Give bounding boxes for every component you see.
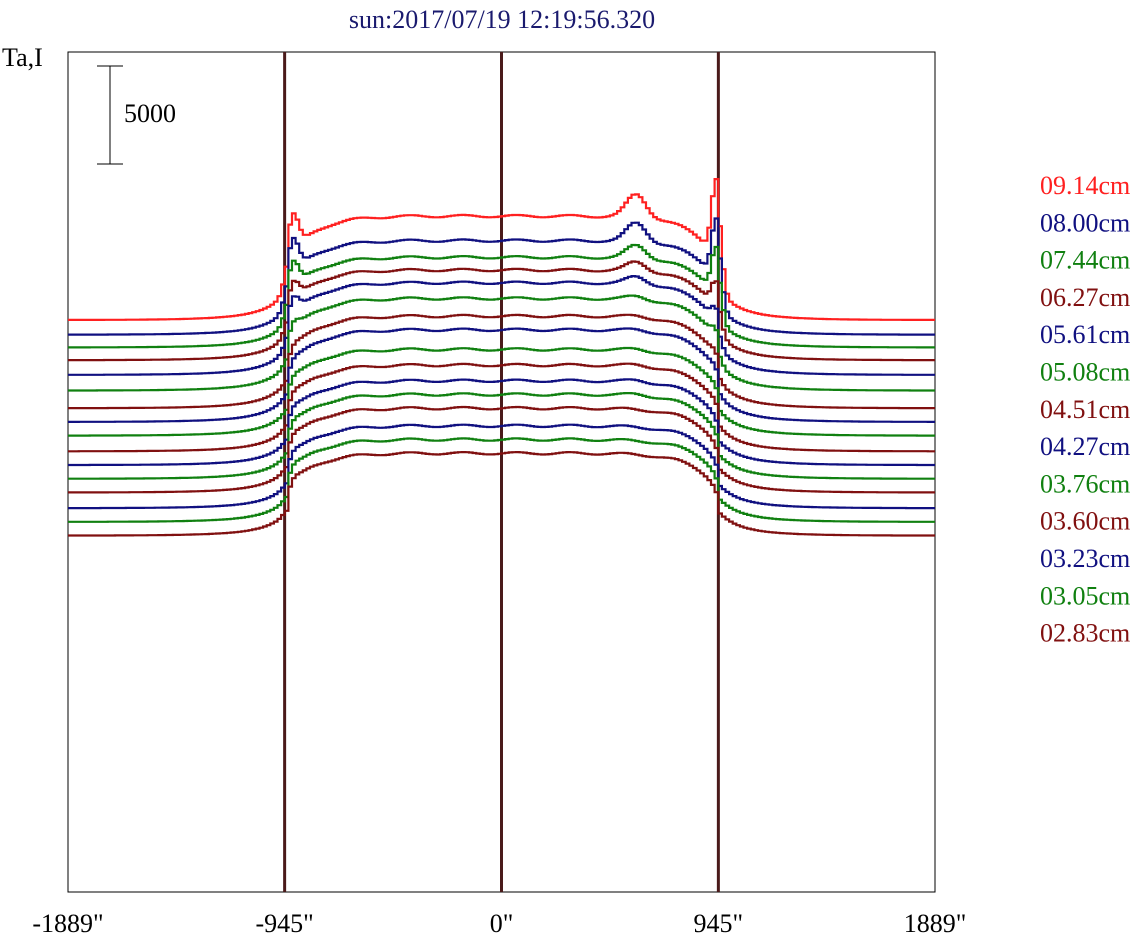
legend-entry: 05.61cm	[1040, 320, 1130, 349]
x-tick-label: 945"	[694, 909, 744, 938]
legend-entry: 03.76cm	[1040, 469, 1130, 498]
series-line	[68, 392, 935, 480]
series-line	[68, 346, 935, 437]
chart-title: sun:2017/07/19 12:19:56.320	[349, 5, 655, 34]
legend-entry: 05.08cm	[1040, 358, 1130, 387]
x-tick-label: -1889"	[32, 909, 103, 938]
legend-entry: 03.05cm	[1040, 581, 1130, 610]
series-line	[68, 327, 935, 423]
series-line	[68, 437, 935, 523]
x-tick-label: 1889"	[904, 909, 967, 938]
legend-entry: 07.44cm	[1040, 246, 1130, 275]
series-line	[68, 451, 935, 537]
legend-entry: 09.14cm	[1040, 171, 1130, 200]
series-line	[68, 294, 935, 392]
series-line	[68, 378, 935, 467]
x-tick-label: 0"	[490, 909, 514, 938]
legend-entry: 02.83cm	[1040, 619, 1130, 648]
series-line	[68, 217, 935, 336]
legend-entry: 08.00cm	[1040, 208, 1130, 237]
legend-entry: 06.27cm	[1040, 283, 1130, 312]
series-line	[68, 405, 935, 494]
legend-entry: 04.51cm	[1040, 395, 1130, 424]
y-axis-label: Ta,I	[2, 43, 43, 72]
scale-bar: 5000	[97, 65, 176, 165]
series-line	[68, 275, 935, 376]
x-tick-label: -945"	[255, 909, 313, 938]
series-line	[68, 178, 935, 321]
series-line	[68, 313, 935, 410]
series-line	[68, 362, 935, 453]
series-line	[68, 423, 935, 510]
legend-entry: 03.23cm	[1040, 544, 1130, 573]
series-line	[68, 243, 935, 349]
scale-bar-label: 5000	[124, 99, 176, 128]
legend-entry: 03.60cm	[1040, 507, 1130, 536]
legend-entry: 04.27cm	[1040, 432, 1130, 461]
series-line	[68, 260, 935, 362]
